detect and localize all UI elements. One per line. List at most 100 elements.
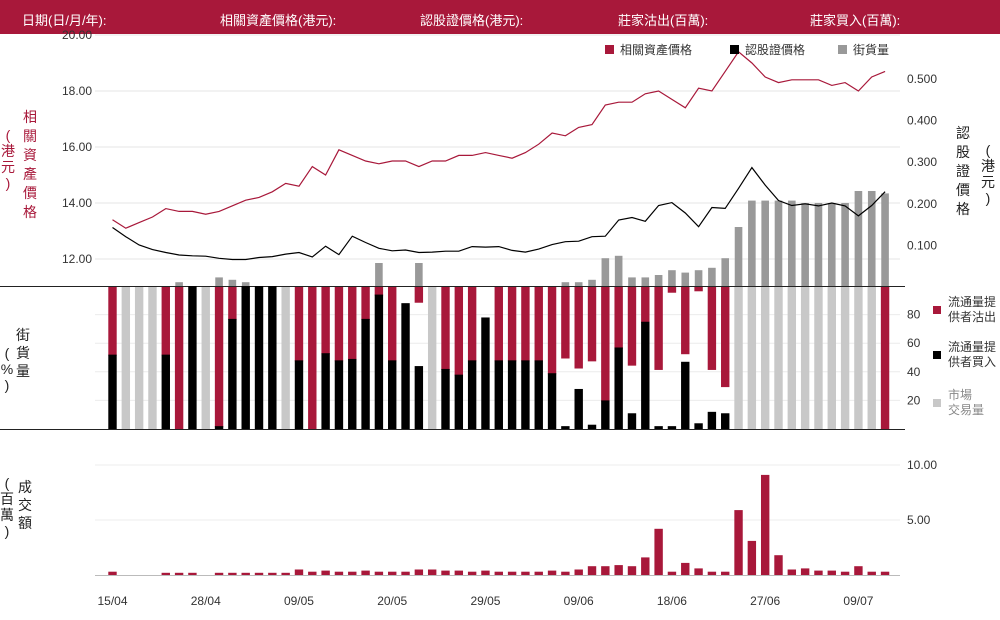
right-tick-label: 0.200 <box>907 197 937 211</box>
market-volume-bar <box>747 287 757 429</box>
turnover-bar <box>401 571 410 575</box>
x-tick-label: 28/04 <box>191 594 221 608</box>
outstanding-bar <box>721 258 730 287</box>
turnover-bar <box>241 572 250 575</box>
left-axis-unit-char: ( <box>6 127 11 143</box>
mm-buy-bar <box>374 294 384 429</box>
outstanding-bar <box>694 270 703 287</box>
turnover-bar <box>268 572 277 575</box>
mm-sell-label: 莊家沽出(百萬): <box>618 13 709 28</box>
mm-sell-bar <box>681 287 690 355</box>
turnover-bar <box>308 571 317 575</box>
turnover-bar <box>867 571 876 575</box>
outstanding-bar <box>801 203 809 287</box>
mm-buy-bar <box>561 426 570 429</box>
x-tick-label: 09/06 <box>564 594 594 608</box>
right-tick-label: 0.500 <box>907 72 937 86</box>
right-tick-label: 0.300 <box>907 155 937 169</box>
x-tick-label: 09/07 <box>843 594 873 608</box>
mm-buy-bar <box>574 388 583 429</box>
outstanding-bar <box>561 282 570 287</box>
right-axis-title-char: 格 <box>956 201 970 217</box>
mm-buy-bar <box>214 426 224 429</box>
legend-swatch <box>730 45 739 54</box>
pct-axis-unit-char: ( <box>5 345 10 361</box>
outstanding-bar <box>748 200 756 287</box>
mm-buy-bar <box>667 426 677 429</box>
pct-tick-label: 60 <box>907 336 921 350</box>
pct-legend-label: 供者沽出 <box>948 310 996 324</box>
outstanding-bar <box>175 282 183 287</box>
left-tick-label: 14.00 <box>62 196 92 210</box>
mm-buy-bar <box>467 360 477 429</box>
mm-sell-bar <box>214 287 224 428</box>
turnover-bar <box>441 570 450 575</box>
mm-sell-bar <box>627 287 637 366</box>
pct-axis-title-char: 量 <box>16 363 30 379</box>
right-axis-title-char: 證 <box>956 163 970 179</box>
mm-buy-bar <box>254 286 264 429</box>
turnover-bar <box>494 571 503 575</box>
legend-label: 相關資產價格 <box>620 42 692 57</box>
turnover-bar <box>348 571 357 575</box>
vol-axis-unit-char: ) <box>5 523 10 539</box>
mm-sell-bar <box>388 287 397 362</box>
turnover-bar <box>800 568 810 575</box>
mm-buy-bar <box>707 411 717 429</box>
market-volume-bar <box>121 287 131 430</box>
turnover-bar <box>787 569 797 575</box>
mm-buy-bar <box>494 360 503 429</box>
warrant-price-line <box>112 166 886 261</box>
outstanding-bar <box>788 200 796 287</box>
x-tick-label: 09/05 <box>284 594 314 608</box>
turnover-bar <box>161 572 170 575</box>
right-axis-unit-char: 港 <box>981 158 995 174</box>
mm-buy-bar <box>268 286 277 429</box>
turnover-bar <box>601 566 610 575</box>
left-axis-title-char: 價 <box>23 185 37 201</box>
mm-sell-bar <box>321 287 330 355</box>
mm-sell-bar <box>667 287 677 293</box>
right-axis-unit-char: 元 <box>981 174 995 190</box>
left-tick-label: 20.00 <box>62 28 92 42</box>
mm-sell-bar <box>174 287 184 430</box>
outstanding-bar <box>708 267 716 287</box>
pct-tick-label: 40 <box>907 365 921 379</box>
mm-buy-bar <box>441 368 450 429</box>
market-volume-bar <box>148 287 157 430</box>
turnover-bar <box>481 570 490 575</box>
market-volume-bar <box>867 287 876 429</box>
turnover-bar <box>641 557 650 575</box>
turnover-bar <box>734 510 743 575</box>
turnover-bar <box>840 571 850 575</box>
vol-axis-title-char: 成 <box>18 479 32 495</box>
mm-sell-bar <box>561 287 570 359</box>
market-volume-bar <box>854 287 863 429</box>
pct-tick-label: 80 <box>907 308 921 322</box>
market-volume-bar <box>814 287 823 429</box>
pct-tick-label: 20 <box>907 393 921 407</box>
mm-sell-bar <box>361 287 370 320</box>
turnover-bar <box>361 570 370 575</box>
market-volume-bar <box>734 287 743 429</box>
right-tick-label: 0.400 <box>907 114 937 128</box>
outstanding-bar <box>415 263 423 287</box>
x-tick-label: 27/06 <box>750 594 780 608</box>
turnover-bar <box>574 569 583 575</box>
mm-buy-bar <box>601 400 610 429</box>
vol-axis-title-char: 額 <box>18 515 32 531</box>
mm-buy-bar <box>241 286 250 429</box>
vol-tick-label: 5.00 <box>907 513 931 527</box>
mm-sell-bar <box>374 287 384 296</box>
outstanding-bar <box>761 200 769 287</box>
market-volume-bar <box>800 287 810 429</box>
mm-sell-bar <box>507 287 517 362</box>
outstanding-bar <box>601 258 610 287</box>
vol-tick-label: 10.00 <box>907 458 937 472</box>
mm-buy-bar <box>694 423 703 429</box>
mm-buy-bar <box>348 358 357 429</box>
outstanding-bar <box>641 277 650 287</box>
turnover-bar <box>587 566 597 575</box>
mm-sell-bar <box>880 287 890 430</box>
turnover-bar <box>254 572 264 575</box>
